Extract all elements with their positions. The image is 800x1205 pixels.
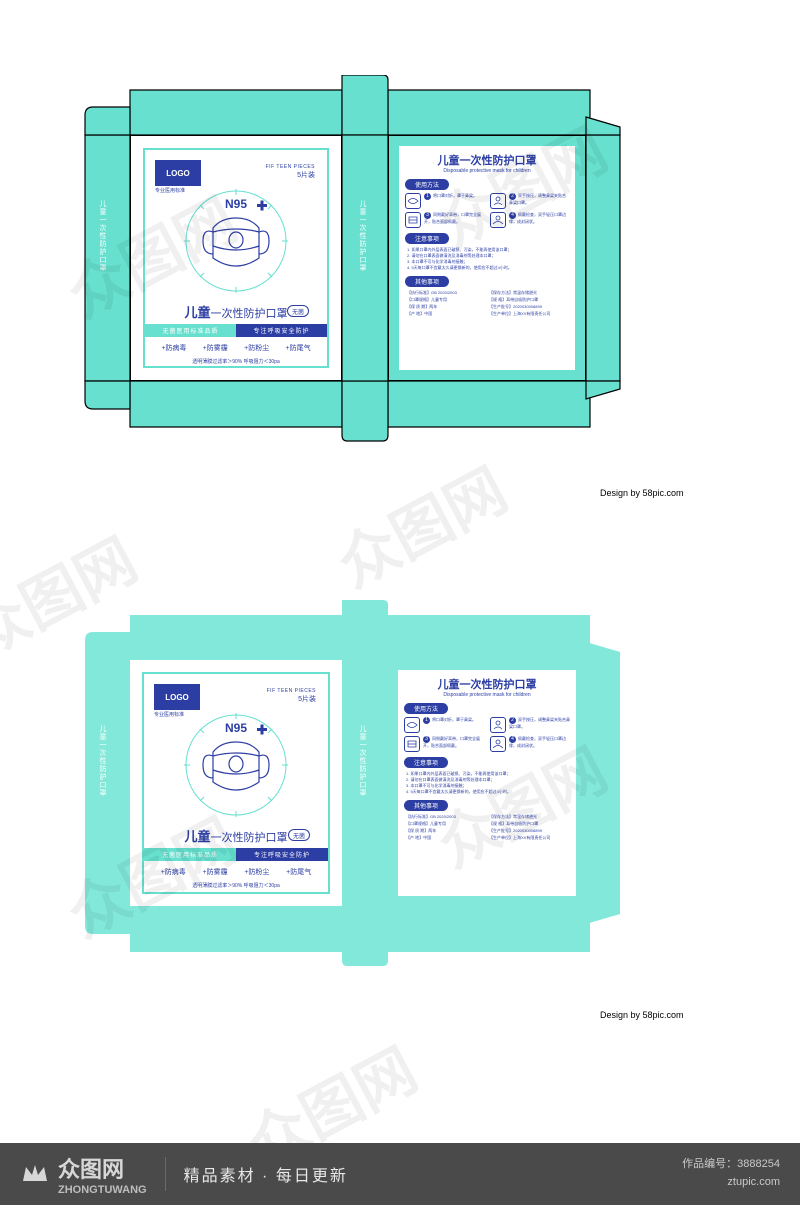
other-item: 【生产单位】上海XX有限责任公司 xyxy=(489,311,567,317)
instruction-item: 2双手按压，调整鼻梁夹贴合鼻梁口罩。 xyxy=(490,193,569,209)
back-inner: 儿童一次性防护口罩Disposable protective mask for … xyxy=(398,670,576,896)
footer-brand: 众图网 xyxy=(58,1152,147,1184)
other-item: 【生产批号】2020030008899 xyxy=(489,304,567,310)
pieces-zh: 5片装 xyxy=(266,170,315,180)
mask-step-icon xyxy=(405,212,421,228)
logo-sub: 专业医用标准 xyxy=(154,711,184,718)
features-row: +防病毒 +防雾霾 +防粉尘 +防尾气 xyxy=(145,343,327,353)
mask-circle: N95 xyxy=(181,710,291,820)
section-use-pill: 使用方法 xyxy=(405,179,449,190)
back-title: 儿童一次性防护口罩 Disposable protective mask for… xyxy=(399,146,575,174)
front-panel-2: LOGO 专业医用标准 FIF TEEN PIECES 5片装 N95 xyxy=(130,660,342,906)
back-inner: 儿童一次性防护口罩 Disposable protective mask for… xyxy=(399,146,575,370)
band-left: 无菌医用标准品质 xyxy=(145,324,236,337)
front-panel-1: LOGO 专业医用标准 FIF TEEN PIECES 5片装 xyxy=(130,135,342,381)
footer-slogan: 精品素材 · 每日更新 xyxy=(184,1162,348,1186)
other-item: 【口罩规格】儿童专用 xyxy=(407,297,485,303)
caution-item: 4. 5天每口罩不宜戴太久请更换新的，使用应不超过4小时。 xyxy=(407,265,567,271)
feature-band: 无菌医用标准品质 专注呼吸安全防护 xyxy=(144,848,328,861)
mask-circle: N95 xyxy=(181,186,291,296)
svg-text:N95: N95 xyxy=(225,721,247,735)
back-title-en: Disposable protective mask for children xyxy=(399,168,575,174)
sterile-badge: 无菌 xyxy=(288,829,310,841)
band-right: 专注呼吸安全防护 xyxy=(236,324,327,337)
other-item: 【保存方法】常温存储避光 xyxy=(489,290,567,296)
back-panel-1: 儿童一次性防护口罩 Disposable protective mask for… xyxy=(388,135,586,381)
back-panel-2: 儿童一次性防护口罩Disposable protective mask for … xyxy=(388,660,586,906)
other-item: 【规 格】耳带自吸防护口罩 xyxy=(489,297,567,303)
other-item: 【产 地】中国 xyxy=(407,311,485,317)
footnote: 透明薄膜过滤率＞90% 呼吸阻力＜30pa xyxy=(144,882,328,889)
caution-list: 1. 如果口罩内外层表面已破损、污染，不能再使用该口罩； 2. 请勿在口罩表面做… xyxy=(399,247,575,271)
design-credit-1: Design by 58pic.com xyxy=(600,488,684,498)
feature-item: +防病毒 xyxy=(161,343,186,353)
n95-text: N95 xyxy=(225,197,247,211)
canvas: 儿童一次性防护口罩 儿童一次性防护口罩 儿童一次性防护口罩 儿童一次性防护口罩 … xyxy=(0,0,800,1205)
mask-step-icon xyxy=(490,212,506,228)
footer-divider xyxy=(165,1157,166,1191)
mask-step-icon xyxy=(490,193,506,209)
side-text-2a: 儿童一次性防护口罩 xyxy=(97,725,107,797)
front-inner-border: LOGO 专业医用标准 FIF TEEN PIECES 5片装 xyxy=(143,148,329,368)
pieces-zh: 5片装 xyxy=(267,694,316,704)
other-item: 【保 质 期】两年 xyxy=(407,304,485,310)
logo-box: LOGO xyxy=(154,684,200,710)
side-text-1a: 儿童一次性防护口罩 xyxy=(97,200,107,272)
sterile-badge: 无菌 xyxy=(287,305,309,317)
footer-right: 作品编号：3888254 ztupic.com xyxy=(682,1156,780,1191)
crown-icon xyxy=(20,1159,50,1189)
footer-url: ztupic.com xyxy=(682,1174,780,1192)
feature-item: +防尾气 xyxy=(286,343,311,353)
instruction-item: 1将口罩对折，罩于鼻梁。 xyxy=(405,193,484,209)
footer-bar: 众图网 ZHONGTUWANG 精品素材 · 每日更新 作品编号：3888254… xyxy=(0,1143,800,1205)
other-grid: 【执行标准】GB 2020/2003 【保存方法】常温存储避光 【口罩规格】儿童… xyxy=(399,290,575,317)
section-caution-pill: 注意事项 xyxy=(405,233,449,244)
mask-step-icon xyxy=(405,193,421,209)
instructions-grid: 1将口罩对折，罩于鼻梁。 2双手按压，调整鼻梁夹贴合鼻梁口罩。 3同侧戴好耳带，… xyxy=(399,193,575,228)
section-other-pill: 其他事项 xyxy=(405,276,449,287)
back-title-zh: 儿童一次性防护口罩 xyxy=(399,152,575,168)
other-item: 【执行标准】GB 2020/2003 xyxy=(407,290,485,296)
side-text-2b: 儿童一次性防护口罩 xyxy=(357,725,367,797)
title-big: 儿童 xyxy=(184,305,210,320)
footer-brand-en: ZHONGTUWANG xyxy=(58,1184,147,1196)
front-inner-border: LOGO 专业医用标准 FIF TEEN PIECES 5片装 N95 xyxy=(142,672,330,894)
feature-item: +防雾霾 xyxy=(203,343,228,353)
instruction-item: 3同侧戴好耳带，口罩完全展开，贴合面部佩戴。 xyxy=(405,212,484,228)
pieces: FIF TEEN PIECES 5片装 xyxy=(266,164,315,180)
features-row: +防病毒+防雾霾 +防粉尘+防尾气 xyxy=(144,867,328,877)
title-small: 一次性防护口罩 xyxy=(211,308,288,320)
pieces: FIF TEEN PIECES 5片装 xyxy=(267,688,316,704)
side-text-1b: 儿童一次性防护口罩 xyxy=(357,200,367,272)
logo-box: LOGO xyxy=(155,160,201,186)
instruction-item: 4佩戴检查，双手轻压口罩边缘，成封闭状。 xyxy=(490,212,569,228)
feature-band: 无菌医用标准品质 专注呼吸安全防护 xyxy=(145,324,327,337)
feature-item: +防粉尘 xyxy=(244,343,269,353)
footnote: 透明薄膜过滤率＞90% 呼吸阻力＜30pa xyxy=(145,358,327,365)
design-credit-2: Design by 58pic.com xyxy=(600,1010,684,1020)
footer-logo: 众图网 ZHONGTUWANG xyxy=(20,1152,147,1196)
